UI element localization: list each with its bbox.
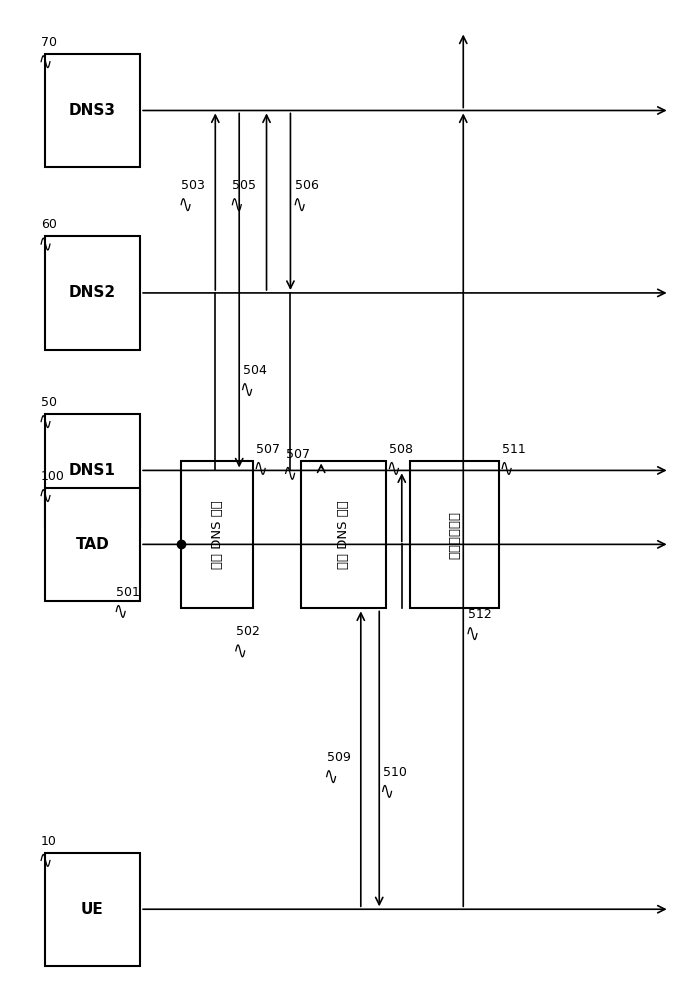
Text: 512: 512	[468, 608, 492, 621]
Text: DNS1: DNS1	[69, 463, 116, 478]
Bar	[45, 488, 140, 601]
Text: 修改 DNS 响应: 修改 DNS 响应	[337, 500, 350, 569]
Bar	[181, 461, 253, 608]
Bar	[45, 236, 140, 350]
Bar	[410, 461, 499, 608]
Text: UE: UE	[81, 902, 104, 917]
Text: 501: 501	[116, 586, 140, 599]
Text: 60: 60	[41, 218, 57, 231]
Text: 507: 507	[256, 443, 280, 456]
Text: 507: 507	[286, 448, 309, 461]
Bar	[45, 414, 140, 527]
Text: DNS3: DNS3	[69, 103, 116, 118]
Text: 503: 503	[181, 179, 205, 192]
Text: 50: 50	[41, 396, 57, 409]
Text: 509: 509	[327, 751, 351, 764]
Text: 506: 506	[296, 179, 319, 192]
Text: 508: 508	[390, 443, 413, 456]
Text: 504: 504	[243, 364, 266, 377]
Text: 网络地址转换: 网络地址转换	[448, 511, 461, 559]
Text: DNS2: DNS2	[69, 285, 116, 300]
Text: TAD: TAD	[75, 537, 109, 552]
Text: 检查 DNS 查询: 检查 DNS 查询	[210, 500, 224, 569]
Text: 100: 100	[41, 470, 65, 483]
Bar	[45, 54, 140, 167]
Text: 505: 505	[232, 179, 256, 192]
Bar	[300, 461, 386, 608]
Text: 511: 511	[503, 443, 526, 456]
Text: 502: 502	[236, 625, 260, 638]
Text: 510: 510	[383, 766, 406, 779]
Text: 10: 10	[41, 835, 57, 848]
Text: 70: 70	[41, 36, 57, 49]
Bar	[45, 853, 140, 966]
